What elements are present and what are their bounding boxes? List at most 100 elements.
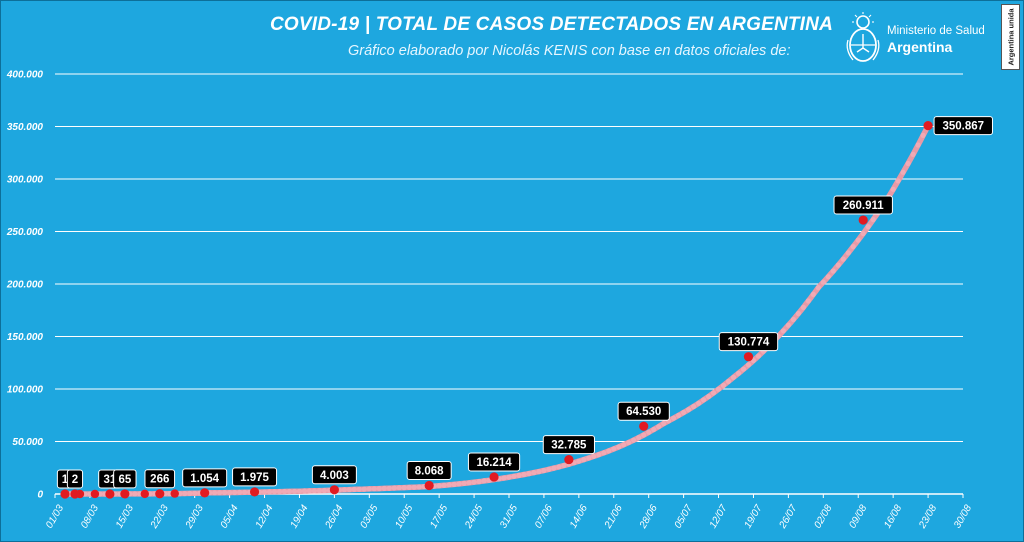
daily-point	[266, 489, 273, 495]
ministry-name: Ministerio de Salud	[887, 25, 985, 37]
grid-lines	[55, 73, 963, 495]
data-marker	[858, 215, 868, 225]
daily-point	[232, 489, 238, 496]
daily-point	[466, 480, 472, 486]
daily-point	[810, 291, 816, 297]
daily-point	[870, 217, 876, 223]
daily-point	[361, 486, 367, 492]
daily-point	[446, 482, 452, 488]
x-tick-label: 02/08	[812, 503, 834, 531]
data-label: 260.911	[843, 200, 885, 212]
daily-point	[451, 481, 457, 487]
x-tick-label: 16/08	[882, 503, 904, 531]
x-tick-label: 19/04	[289, 503, 311, 531]
daily-point	[286, 488, 293, 494]
x-tick-label: 01/03	[44, 503, 66, 531]
data-marker	[249, 487, 260, 497]
daily-point	[227, 490, 233, 496]
daily-point	[546, 466, 552, 472]
x-tick-label: 07/06	[533, 503, 555, 531]
daily-point	[735, 370, 742, 376]
daily-point	[411, 484, 417, 490]
x-tick-label: 17/05	[428, 503, 450, 531]
daily-point	[616, 444, 622, 450]
daily-point	[132, 491, 138, 497]
data-marker	[639, 421, 649, 431]
daily-point	[706, 393, 712, 400]
chart-subtitle: Gráfico elaborado por Nicolás KENIS con …	[348, 43, 791, 59]
x-tick-label: 31/05	[498, 503, 520, 531]
x-tick-label: 03/05	[358, 503, 380, 531]
data-label: 1.054	[190, 473, 219, 485]
data-label-box	[467, 452, 521, 472]
daily-point	[356, 486, 362, 492]
daily-point	[276, 489, 283, 495]
x-tick-label: 30/08	[952, 503, 974, 531]
x-tick-label: 09/08	[847, 503, 869, 531]
daily-point	[696, 400, 702, 406]
daily-point	[386, 485, 392, 491]
daily-point	[795, 310, 802, 317]
data-label-box	[113, 469, 137, 489]
x-tick-label: 10/05	[393, 503, 415, 531]
x-axis: 01/03 08/03 15/03 22/03 29/03 05/04 12/04 19/04…	[44, 494, 974, 531]
data-marker	[424, 480, 434, 491]
data-label: 350.867	[942, 121, 984, 133]
daily-point	[311, 488, 317, 494]
data-label: 65	[118, 474, 131, 486]
daily-point	[376, 486, 382, 492]
daily-point	[715, 386, 722, 392]
daily-point	[541, 467, 547, 474]
daily-point	[676, 412, 682, 418]
daily-point	[920, 132, 926, 138]
x-tick-label: 12/04	[254, 503, 276, 531]
daily-point	[725, 378, 732, 384]
daily-point	[830, 268, 836, 274]
daily-point	[905, 160, 911, 167]
daily-point	[790, 316, 797, 323]
data-label-box	[311, 465, 357, 485]
daily-point	[800, 304, 807, 310]
daily-point	[217, 490, 223, 496]
daily-point	[551, 465, 557, 471]
x-tick-label: 26/04	[323, 503, 346, 531]
daily-point	[651, 426, 657, 433]
daily-point	[820, 279, 826, 285]
daily-point	[691, 403, 697, 410]
daily-point	[531, 470, 537, 476]
daily-point	[316, 488, 322, 494]
daily-point	[536, 469, 542, 475]
data-label: 2	[72, 474, 78, 486]
daily-point	[740, 366, 747, 372]
y-tick-label: 300.000	[7, 175, 44, 186]
daily-point	[910, 151, 916, 157]
daily-point	[371, 486, 377, 492]
daily-point	[805, 298, 811, 304]
daily-point	[845, 250, 851, 256]
daily-point	[710, 390, 717, 396]
data-label-box	[933, 116, 993, 136]
argentina-unida-badge: Argentina unida	[1001, 4, 1020, 70]
x-tick-label: 12/07	[708, 503, 730, 531]
daily-point	[606, 448, 612, 454]
daily-point	[366, 486, 372, 492]
daily-point	[730, 374, 737, 380]
daily-point	[237, 489, 243, 495]
data-label-box	[718, 332, 779, 352]
daily-point	[895, 178, 901, 184]
daily-point	[825, 274, 831, 280]
data-label: 4.003	[320, 470, 349, 482]
daily-point	[187, 490, 193, 496]
daily-point	[511, 473, 517, 479]
data-marker	[923, 120, 933, 131]
daily-point	[346, 487, 352, 493]
y-tick-label: 400.000	[6, 70, 44, 81]
daily-point	[591, 453, 597, 459]
data-marker	[200, 488, 210, 498]
daily-point	[301, 488, 308, 494]
data-label: 16.214	[476, 457, 512, 469]
daily-point	[306, 488, 312, 494]
daily-point	[406, 484, 412, 490]
daily-point	[291, 488, 298, 494]
daily-point	[581, 457, 587, 463]
